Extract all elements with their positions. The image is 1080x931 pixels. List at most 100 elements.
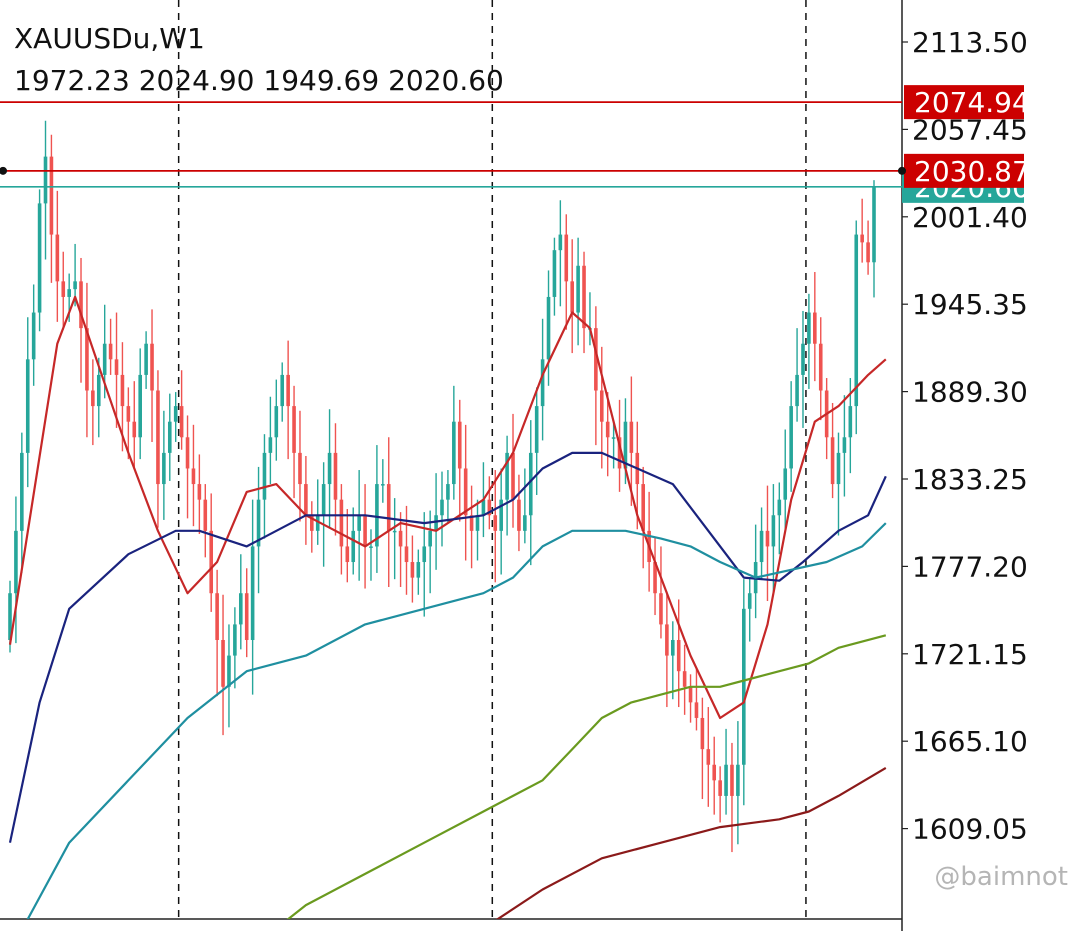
candle-body [836,452,841,485]
candle-body [8,593,12,640]
candle-body [375,484,379,547]
candle-body [605,421,610,438]
candle-body [813,312,817,344]
candle-body [339,499,344,547]
candle-body [440,499,444,516]
candle-body [665,624,669,656]
line-anchor-left [0,166,7,175]
candle-body [49,156,54,235]
candle-body [469,515,474,531]
candle-body [43,156,48,204]
candle-body [487,499,492,516]
candle-body [641,484,646,531]
candle-body [428,530,432,547]
candle-body [102,343,107,375]
candle-body [801,343,805,375]
candle-body [611,437,616,439]
candle-body [292,406,296,453]
price-tick-label: 1945.35 [912,288,1028,321]
candle-body [795,374,799,407]
candle-body [712,764,717,781]
candle-body [345,546,350,563]
candle-body [108,343,113,360]
candle-body [540,359,545,407]
moving-average-line-1 [8,295,887,720]
candle-body [475,515,480,531]
candle-body [85,328,89,391]
candle-body [262,452,267,500]
candle-body [333,452,338,500]
moving-average-line-3 [26,522,887,919]
level-price-label-1: 2074.94 [914,86,1030,119]
candle-body [517,499,521,531]
candle-body [736,764,740,796]
candle-body [594,328,598,391]
candle-body [860,234,864,243]
candle-body [357,515,361,531]
candle-body [830,437,835,485]
candle-body [872,186,876,263]
candle-body [167,421,172,453]
candle-body [742,608,746,765]
candle-body [197,484,202,500]
candle-body [386,484,391,531]
candle-body [268,437,273,453]
candle-body [392,530,397,533]
price-tick-label: 2113.50 [912,26,1028,59]
candle-body [783,468,788,500]
candle-body [286,374,290,407]
candle-body [351,530,356,563]
line-anchor-right [898,166,906,175]
level-price-label-bg-2 [904,153,1024,188]
candle-body [457,421,462,469]
candle-body [327,452,332,485]
candle-body [67,289,71,297]
candle-body [848,406,853,438]
candle-body [209,530,214,594]
candle-body [73,281,77,290]
candle-body [570,281,574,313]
candle-body [191,468,196,485]
candles [8,120,876,853]
candle-body [558,234,563,251]
candle-body [244,593,249,640]
candle-body [434,515,438,531]
candle-body [789,406,793,469]
candle-body [676,640,681,672]
candle-body [14,530,18,594]
candle-body [162,452,166,485]
candle-body [227,655,231,687]
candle-body [422,546,427,563]
candle-body [842,437,847,453]
candle-body [499,499,503,531]
symbol-timeframe-label: XAUUSDu,W1 [14,22,205,55]
candle-body [534,406,539,453]
candle-body [215,593,219,640]
candle-body [528,452,533,516]
candle-body [771,515,776,547]
candle-body [452,421,456,485]
candle-body [582,265,586,329]
moving-average-line-4 [286,634,887,919]
price-tick-label: 1833.25 [912,463,1028,496]
candle-body [398,530,403,547]
candle-body [807,312,811,344]
candle-body [511,452,515,500]
candle-body [446,484,450,500]
candle-body [463,468,468,516]
candle-body [552,250,557,297]
candle-body [315,515,320,531]
candle-body [144,343,148,375]
candle-body [79,281,83,329]
candle-body [250,546,255,640]
candle-body [653,562,657,594]
candle-body [777,499,782,516]
candle-body [321,484,326,516]
candle-body [688,686,693,703]
candle-body [416,562,421,578]
candle-body [369,546,373,548]
candle-body [114,359,119,375]
candle-body [682,671,687,687]
candle-body [256,499,261,547]
